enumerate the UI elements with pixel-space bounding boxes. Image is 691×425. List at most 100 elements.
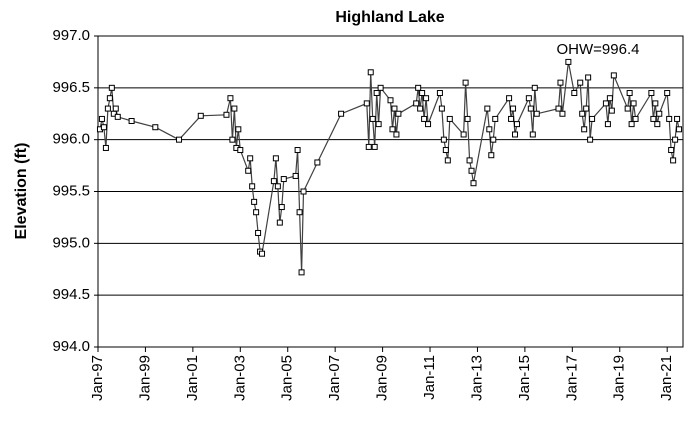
data-point xyxy=(415,84,422,91)
data-point xyxy=(235,126,242,133)
data-point xyxy=(571,90,578,97)
data-point xyxy=(670,157,677,164)
data-point xyxy=(371,143,378,150)
x-tick-label: Jan-19 xyxy=(611,355,628,401)
data-point xyxy=(104,105,111,112)
data-point xyxy=(577,79,584,86)
y-axis-label: Elevation (ft) xyxy=(13,143,30,240)
data-point xyxy=(555,105,562,112)
data-point xyxy=(276,219,283,226)
data-point xyxy=(438,105,445,112)
x-tick-label: Jan-99 xyxy=(136,355,153,401)
x-tick-label: Jan-05 xyxy=(279,355,296,401)
data-point xyxy=(581,126,588,133)
x-tick-label: Jan-97 xyxy=(89,355,106,401)
data-point xyxy=(300,188,307,195)
data-point xyxy=(565,58,572,65)
data-point xyxy=(255,229,262,236)
data-point xyxy=(152,124,159,131)
data-point xyxy=(650,115,657,122)
data-point xyxy=(589,115,596,122)
data-point xyxy=(421,115,428,122)
data-point xyxy=(389,126,396,133)
data-point xyxy=(442,147,449,154)
data-point xyxy=(369,115,376,122)
data-point xyxy=(231,105,238,112)
data-point xyxy=(666,115,673,122)
data-point xyxy=(460,131,467,138)
data-point xyxy=(490,136,497,143)
data-point xyxy=(176,136,183,143)
plot-frame xyxy=(97,35,684,348)
data-point xyxy=(486,126,493,133)
data-point xyxy=(587,136,594,143)
data-point xyxy=(446,115,453,122)
data-point xyxy=(583,105,590,112)
data-point xyxy=(527,105,534,112)
data-point xyxy=(106,95,113,102)
data-point xyxy=(294,147,301,154)
data-point xyxy=(676,126,683,133)
data-point xyxy=(100,124,107,131)
data-point xyxy=(298,269,305,276)
x-tick-label: Jan-07 xyxy=(326,355,343,401)
data-point xyxy=(488,152,495,159)
y-tick-label: 995.0 xyxy=(52,234,90,251)
y-tick-label: 996.0 xyxy=(52,131,90,148)
data-point xyxy=(108,84,115,91)
data-point xyxy=(470,180,477,187)
data-point xyxy=(436,90,443,97)
data-point xyxy=(674,115,681,122)
data-point xyxy=(292,172,299,179)
data-point xyxy=(245,167,252,174)
data-point xyxy=(606,95,613,102)
y-tick-label: 996.5 xyxy=(52,79,90,96)
data-point xyxy=(508,115,515,122)
data-point xyxy=(377,84,384,91)
data-point xyxy=(102,144,109,151)
data-point xyxy=(375,121,382,128)
data-point xyxy=(417,105,424,112)
data-point xyxy=(393,131,400,138)
data-point xyxy=(529,131,536,138)
data-point xyxy=(98,115,105,122)
data-point xyxy=(253,209,260,216)
data-point xyxy=(630,100,637,107)
data-point xyxy=(274,183,281,190)
data-point xyxy=(272,155,279,162)
y-tick-label: 994.0 xyxy=(52,338,90,355)
data-point xyxy=(672,136,679,143)
data-point xyxy=(419,90,426,97)
data-point xyxy=(624,105,631,112)
data-point xyxy=(484,105,491,112)
data-point xyxy=(270,178,277,185)
data-point xyxy=(654,121,661,128)
data-point xyxy=(391,105,398,112)
data-point xyxy=(513,121,520,128)
x-tick-label: Jan-15 xyxy=(516,355,533,401)
data-point xyxy=(626,90,633,97)
data-point xyxy=(468,167,475,174)
data-point xyxy=(229,136,236,143)
data-point xyxy=(314,159,321,166)
data-point xyxy=(223,111,230,118)
x-tick-label: Jan-17 xyxy=(563,355,580,401)
annotation: OHW=996.4 xyxy=(557,41,640,58)
data-point xyxy=(387,97,394,104)
data-point xyxy=(365,143,372,150)
chart-title: Highland Lake xyxy=(335,9,444,26)
data-point xyxy=(413,100,420,107)
data-point xyxy=(652,100,659,107)
data-point xyxy=(128,118,135,125)
data-point xyxy=(585,74,592,81)
data-point xyxy=(227,95,234,102)
data-point xyxy=(610,72,617,79)
data-point xyxy=(237,147,244,154)
x-tick-label: Jan-03 xyxy=(231,355,248,401)
data-point xyxy=(114,113,121,120)
y-tick-label: 995.5 xyxy=(52,182,90,199)
data-point xyxy=(251,198,258,205)
data-point xyxy=(531,84,538,91)
data-point xyxy=(363,100,370,107)
